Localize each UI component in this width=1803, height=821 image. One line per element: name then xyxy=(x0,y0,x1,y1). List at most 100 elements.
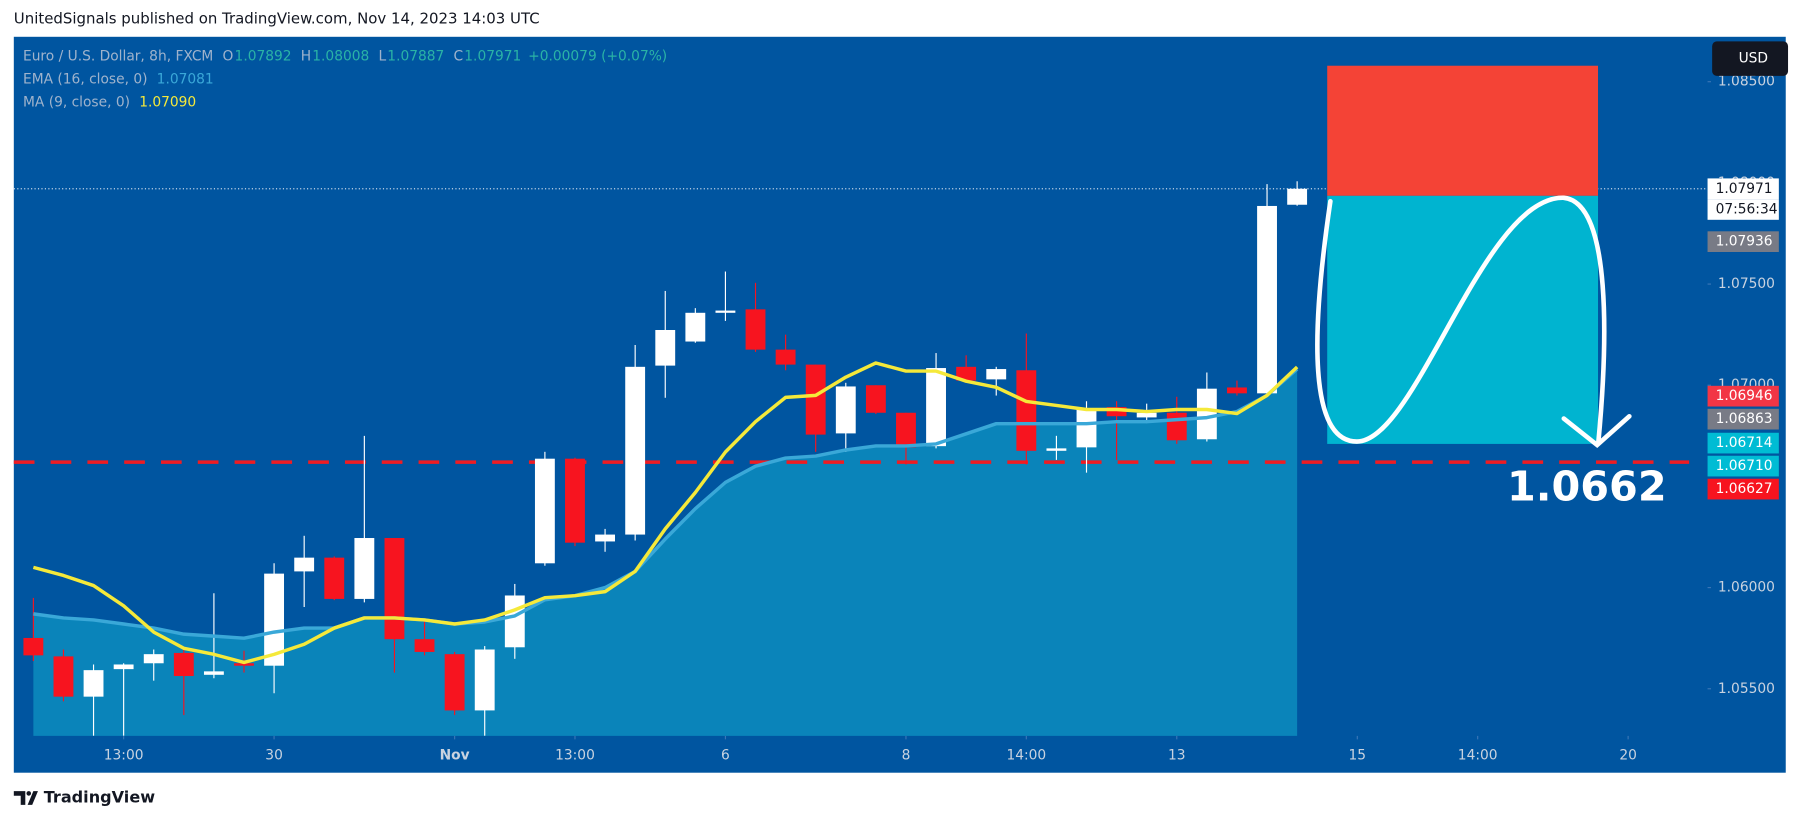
candle-body xyxy=(1136,412,1157,418)
price-label: 1.07936 xyxy=(1716,234,1773,250)
candle-body xyxy=(805,364,826,435)
candle-body xyxy=(534,458,555,564)
price-label: 1.06714 xyxy=(1716,435,1773,451)
x-tick-label: 15 xyxy=(1349,747,1367,763)
x-tick-label: Nov xyxy=(440,747,470,763)
ohlc-value: 1.07971 xyxy=(464,48,521,64)
x-tick-label: 8 xyxy=(902,747,911,763)
candle-body xyxy=(83,670,104,697)
stop-zone xyxy=(1327,65,1599,196)
indicator-name: EMA (16, close, 0) xyxy=(23,71,147,87)
candle-body xyxy=(203,671,224,675)
candle-body xyxy=(1227,387,1247,394)
candle-body xyxy=(504,595,525,648)
candle-body xyxy=(324,557,345,599)
candle-body xyxy=(1046,448,1067,451)
candle-body xyxy=(625,366,646,535)
brand-name: TradingView xyxy=(44,788,156,807)
candle-body xyxy=(143,654,164,664)
x-tick-label: 20 xyxy=(1619,747,1637,763)
price-label: 1.06863 xyxy=(1716,411,1773,427)
x-tick-label: 6 xyxy=(721,747,730,763)
candle-body xyxy=(384,538,405,640)
ohlc-value: 1.08008 xyxy=(312,48,369,64)
y-tick-label: 1.08500 xyxy=(1718,74,1775,90)
candle-body xyxy=(835,386,856,434)
candle-body xyxy=(1016,370,1037,451)
y-tick-label: 1.07500 xyxy=(1718,276,1775,292)
candle-body xyxy=(896,412,916,448)
price-label-box xyxy=(1707,231,1779,253)
price-label-box xyxy=(1707,455,1779,477)
candle-body xyxy=(354,538,375,599)
candle-body xyxy=(474,649,495,711)
currency-label[interactable]: USD xyxy=(1739,51,1768,67)
candle-body xyxy=(956,366,977,381)
candle-body xyxy=(775,349,796,365)
plot: 1.0662 13:00 30 Nov 13:00 6 8 14:00 13 15 14:00 20 1… xyxy=(13,48,1779,763)
price-label-box xyxy=(1707,178,1779,200)
candle-body xyxy=(173,652,194,677)
price-label: 1.07971 xyxy=(1716,181,1773,197)
change-value: +0.00079 (+0.07%) xyxy=(528,48,667,64)
ohlc-key: H xyxy=(301,48,311,64)
candle-body xyxy=(1106,407,1127,417)
countdown: 07:56:34 xyxy=(1716,201,1778,217)
ohlc-value: 1.07887 xyxy=(387,48,444,64)
price-label-box xyxy=(1707,385,1779,407)
candle-body xyxy=(1196,388,1217,440)
ohlc-key: O xyxy=(223,48,234,64)
candle-body xyxy=(685,312,706,342)
candle-body xyxy=(1287,188,1308,205)
ohlc-value: 1.07892 xyxy=(235,48,292,64)
candle-body xyxy=(1257,205,1277,394)
candle-body xyxy=(294,557,315,572)
target-zone xyxy=(1327,195,1599,444)
candle-body xyxy=(865,385,886,413)
countdown-box xyxy=(1707,199,1779,220)
x-tick-label: 13:00 xyxy=(104,747,144,763)
publish-header: UnitedSignals published on TradingView.c… xyxy=(14,10,540,28)
candle-body xyxy=(53,656,74,697)
y-tick-label: 1.05500 xyxy=(1718,681,1775,697)
level-annotation: 1.0662 xyxy=(1507,463,1667,511)
indicator-line xyxy=(33,367,1299,640)
candle-body xyxy=(926,368,946,447)
candle-body xyxy=(234,663,254,666)
candle-body xyxy=(113,664,134,670)
indicator-line xyxy=(32,361,1299,665)
price-label-box xyxy=(1707,432,1779,454)
candle-body xyxy=(414,639,435,652)
candle-body xyxy=(715,310,736,313)
candle-body xyxy=(595,534,615,542)
ohlc-key: C xyxy=(454,48,464,64)
candle-body xyxy=(1166,412,1187,441)
x-tick-label: 14:00 xyxy=(1458,747,1498,763)
price-label: 1.06946 xyxy=(1716,388,1773,404)
indicator-value: 1.07081 xyxy=(157,71,214,87)
x-tick-label: 14:00 xyxy=(1006,747,1046,763)
candle-body xyxy=(655,329,676,366)
candle-body xyxy=(986,369,1007,380)
x-tick-label: 13 xyxy=(1168,747,1186,763)
candle-body xyxy=(565,458,585,543)
indicator-name: MA (9, close, 0) xyxy=(23,94,130,110)
candle-body xyxy=(745,309,766,350)
candle-body xyxy=(23,637,44,656)
price-label-box xyxy=(1707,408,1779,430)
indicator-value: 1.07090 xyxy=(139,94,196,110)
price-label: 1.06710 xyxy=(1716,458,1773,474)
brand-logo xyxy=(13,791,38,805)
price-label-box xyxy=(1707,478,1779,500)
candle-body xyxy=(444,654,465,711)
candle-body xyxy=(1076,408,1097,448)
ohlc-key: L xyxy=(378,48,386,64)
hand-drawn-arrow xyxy=(1315,195,1632,449)
price-label: 1.06627 xyxy=(1716,481,1773,497)
y-tick-label: 1.06000 xyxy=(1718,580,1775,596)
candle-body xyxy=(264,573,285,666)
currency-button[interactable] xyxy=(1712,41,1789,76)
x-tick-label: 30 xyxy=(265,747,283,763)
